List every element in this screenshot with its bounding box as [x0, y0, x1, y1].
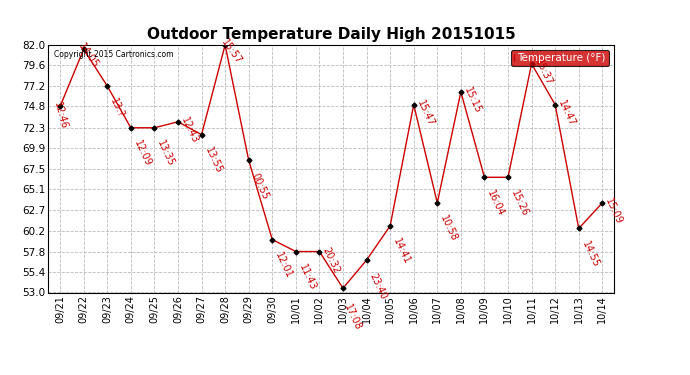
- Text: 12:46: 12:46: [52, 101, 69, 131]
- Text: 15:57: 15:57: [219, 38, 244, 66]
- Text: 11:43: 11:43: [297, 262, 318, 292]
- Text: 10:58: 10:58: [438, 214, 460, 243]
- Text: 00:55: 00:55: [250, 171, 270, 201]
- Legend: Temperature (°F): Temperature (°F): [511, 50, 609, 66]
- Text: 20:32: 20:32: [321, 246, 342, 275]
- Title: Outdoor Temperature Daily High 20151015: Outdoor Temperature Daily High 20151015: [147, 27, 515, 42]
- Text: 15:15: 15:15: [462, 86, 483, 116]
- Text: 14:47: 14:47: [556, 99, 577, 128]
- Text: 13:?: 13:?: [108, 97, 126, 120]
- Text: 14:05: 14:05: [77, 42, 101, 70]
- Text: 12:43: 12:43: [179, 116, 200, 146]
- Text: 16:04: 16:04: [486, 188, 506, 218]
- Text: 15:37: 15:37: [533, 58, 553, 87]
- Text: 12:01: 12:01: [273, 251, 294, 280]
- Text: 13:35: 13:35: [155, 139, 177, 168]
- Text: 15:09: 15:09: [604, 197, 624, 226]
- Text: 13:55: 13:55: [203, 146, 224, 176]
- Text: Copyright 2015 Cartronics.com: Copyright 2015 Cartronics.com: [54, 50, 173, 59]
- Text: 23:40: 23:40: [368, 271, 388, 301]
- Text: 15:26: 15:26: [509, 188, 530, 218]
- Text: 17:08: 17:08: [342, 303, 363, 332]
- Text: 14:55: 14:55: [580, 240, 601, 269]
- Text: 15:47: 15:47: [415, 99, 436, 128]
- Text: 14:41: 14:41: [391, 237, 412, 267]
- Text: 12:09: 12:09: [132, 139, 152, 168]
